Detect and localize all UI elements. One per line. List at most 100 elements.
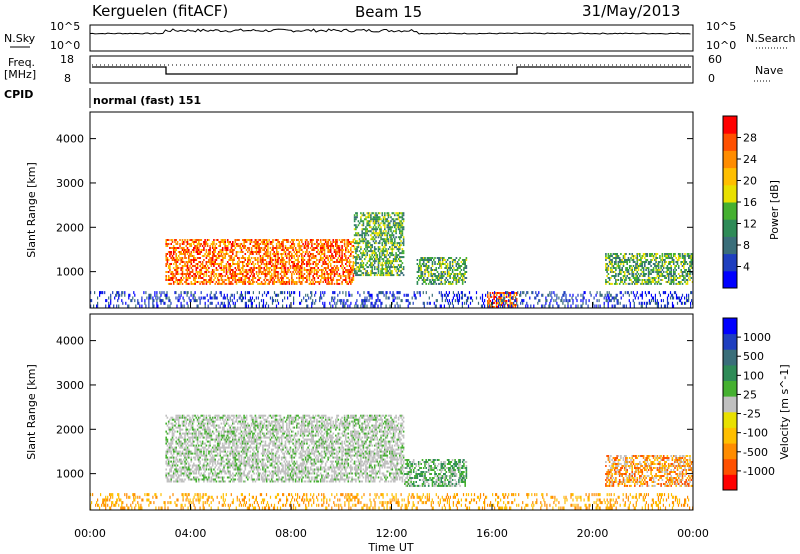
range-cell <box>453 273 455 275</box>
range-cell <box>233 275 235 277</box>
range-cell <box>397 254 400 257</box>
range-cell <box>269 251 272 253</box>
range-cell <box>509 306 512 308</box>
range-cell <box>556 301 558 305</box>
range-cell <box>397 270 400 273</box>
range-cell <box>185 450 188 453</box>
range-cell <box>370 226 372 229</box>
range-cell <box>672 279 675 281</box>
range-cell <box>184 438 186 441</box>
range-cell <box>380 234 382 237</box>
range-cell <box>363 248 366 251</box>
range-cell <box>331 269 333 271</box>
range-cell <box>376 228 378 231</box>
range-cell <box>198 253 200 255</box>
range-cell <box>368 274 371 277</box>
range-cell <box>399 226 401 229</box>
range-cell <box>420 259 422 261</box>
range-cell <box>605 267 607 269</box>
range-cell <box>417 267 420 269</box>
range-cell <box>286 241 288 243</box>
range-cell <box>306 277 308 279</box>
range-cell <box>649 263 651 265</box>
range-cell <box>525 293 527 297</box>
range-cell <box>261 293 264 297</box>
range-cell <box>165 296 167 300</box>
range-cell <box>301 273 303 275</box>
range-cell <box>242 251 244 253</box>
range-cell <box>221 301 223 305</box>
range-cell <box>366 222 368 225</box>
range-cell <box>674 253 676 255</box>
range-cell <box>254 247 257 249</box>
range-cell <box>353 268 356 271</box>
range-cell <box>458 293 460 297</box>
range-cell <box>264 243 267 245</box>
range-cell <box>268 281 270 283</box>
range-cell <box>254 251 257 253</box>
range-cell <box>677 273 680 275</box>
range-cell <box>389 222 391 225</box>
range-cell <box>373 238 376 241</box>
range-cell <box>156 299 158 303</box>
range-cell <box>681 253 684 255</box>
range-cell <box>642 267 645 269</box>
range-cell <box>622 255 625 257</box>
range-cell <box>391 232 394 235</box>
range-cell <box>195 299 197 303</box>
range-cell <box>296 265 298 267</box>
range-cell <box>167 464 170 467</box>
range-cell <box>224 239 226 241</box>
range-cell <box>373 250 376 253</box>
range-cell <box>508 293 510 297</box>
range-cell <box>210 273 213 275</box>
range-cell <box>605 296 607 300</box>
range-cell <box>294 269 297 271</box>
range-cell <box>245 301 247 305</box>
range-cell <box>221 281 224 283</box>
range-cell <box>470 296 473 300</box>
range-cell <box>128 296 130 300</box>
range-cell <box>669 261 671 263</box>
range-cell <box>348 255 351 257</box>
range-cell <box>615 273 617 275</box>
range-cell <box>165 271 167 273</box>
range-cell <box>321 245 323 247</box>
range-cell <box>190 271 193 273</box>
range-cell <box>645 282 647 285</box>
range-cell <box>283 275 286 277</box>
range-cell <box>352 277 355 279</box>
range-cell <box>657 304 659 308</box>
range-cell <box>661 255 664 257</box>
range-cell <box>497 298 499 300</box>
range-cell <box>303 247 306 249</box>
range-cell <box>390 216 392 219</box>
range-cell <box>327 251 329 253</box>
range-cell <box>645 304 647 308</box>
range-cell <box>660 304 662 308</box>
range-cell <box>690 265 693 267</box>
range-cell <box>328 249 331 251</box>
range-cell <box>339 299 341 303</box>
range-cell <box>365 299 367 303</box>
range-cell <box>331 282 333 285</box>
range-cell <box>661 257 664 259</box>
range-cell <box>366 232 368 235</box>
range-cell <box>238 265 240 267</box>
range-cell <box>608 279 611 281</box>
range-cell <box>495 294 498 296</box>
range-cell <box>332 267 335 269</box>
range-cell <box>336 241 338 243</box>
range-cell <box>386 238 389 241</box>
range-cell <box>296 282 298 285</box>
range-cell <box>384 224 386 227</box>
range-cell <box>244 247 247 249</box>
range-cell <box>370 264 372 267</box>
range-cell <box>440 282 443 285</box>
range-cell <box>238 273 240 275</box>
range-cell <box>386 262 389 265</box>
range-cell <box>336 273 338 275</box>
range-cell <box>523 291 525 295</box>
range-cell <box>436 257 439 259</box>
range-cell <box>362 212 365 215</box>
